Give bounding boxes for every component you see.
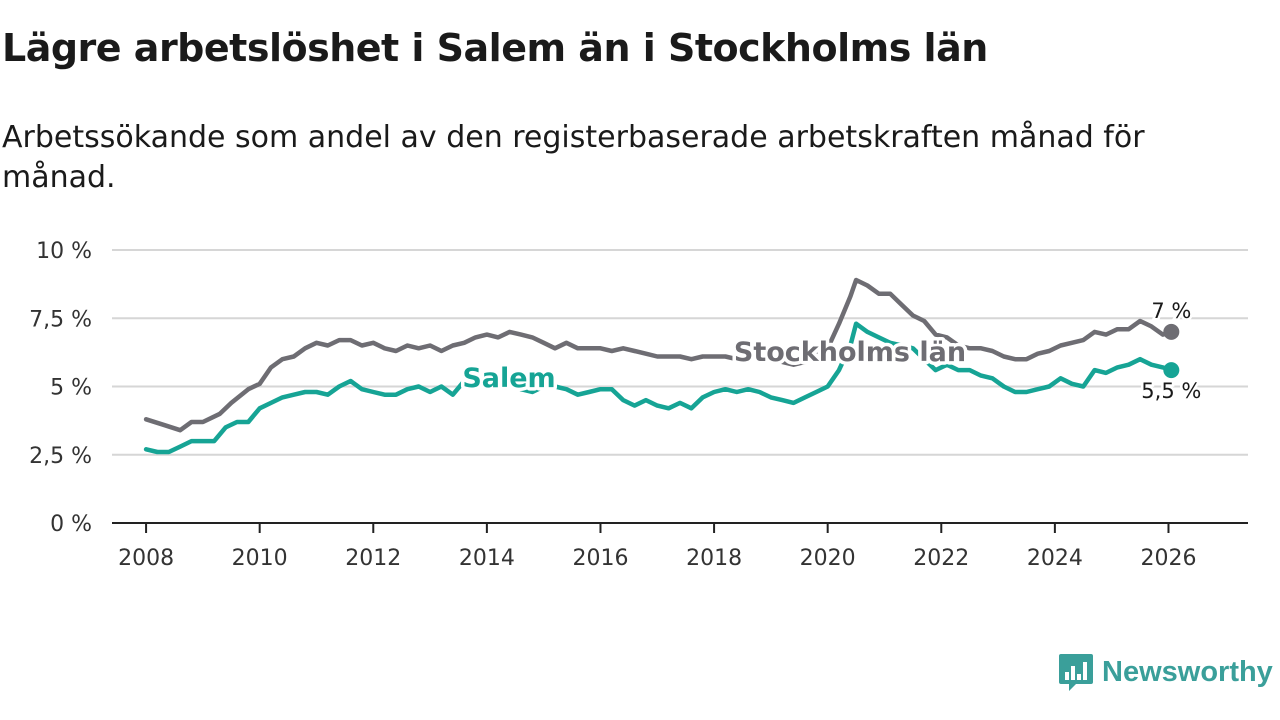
- end-label-salem: 5,5 %: [1141, 379, 1201, 403]
- x-tick-label: 2018: [686, 546, 742, 571]
- x-tick-label: 2010: [232, 546, 288, 571]
- end-label-stockholm: 7 %: [1151, 299, 1191, 323]
- series-label-salem: Salem: [462, 363, 555, 394]
- series-line-stockholm: [143, 277, 1174, 433]
- brand-name: Newsworthy: [1102, 655, 1273, 688]
- x-tick-label: 2022: [913, 546, 969, 571]
- x-tick-label: 2012: [345, 546, 401, 571]
- x-tick-label: 2014: [459, 546, 515, 571]
- x-tick-label: 2026: [1140, 546, 1196, 571]
- end-marker-stockholm: [1163, 323, 1180, 340]
- series-line-salem: [143, 321, 1174, 455]
- x-tick-label: 2016: [572, 546, 628, 571]
- y-tick-label: 5 %: [50, 376, 92, 401]
- x-tick-label: 2024: [1027, 546, 1083, 571]
- newsworthy-logo-icon: [1059, 654, 1093, 691]
- end-marker-salem: [1163, 362, 1180, 379]
- y-tick-label: 0 %: [50, 512, 92, 537]
- y-tick-label: 7,5 %: [29, 307, 92, 332]
- x-tick-label: 2020: [800, 546, 856, 571]
- chart-subtitle: Arbetssökande som andel av den registerb…: [2, 120, 1145, 195]
- chart-title: Lägre arbetslöshet i Salem än i Stockhol…: [2, 26, 988, 70]
- y-tick-label: 2,5 %: [29, 444, 92, 469]
- y-tick-label: 10 %: [36, 239, 92, 264]
- series-label-stockholm: Stockholms län: [734, 337, 966, 368]
- x-tick-label: 2008: [118, 546, 174, 571]
- newsworthy-logo: Newsworthy: [1058, 652, 1273, 692]
